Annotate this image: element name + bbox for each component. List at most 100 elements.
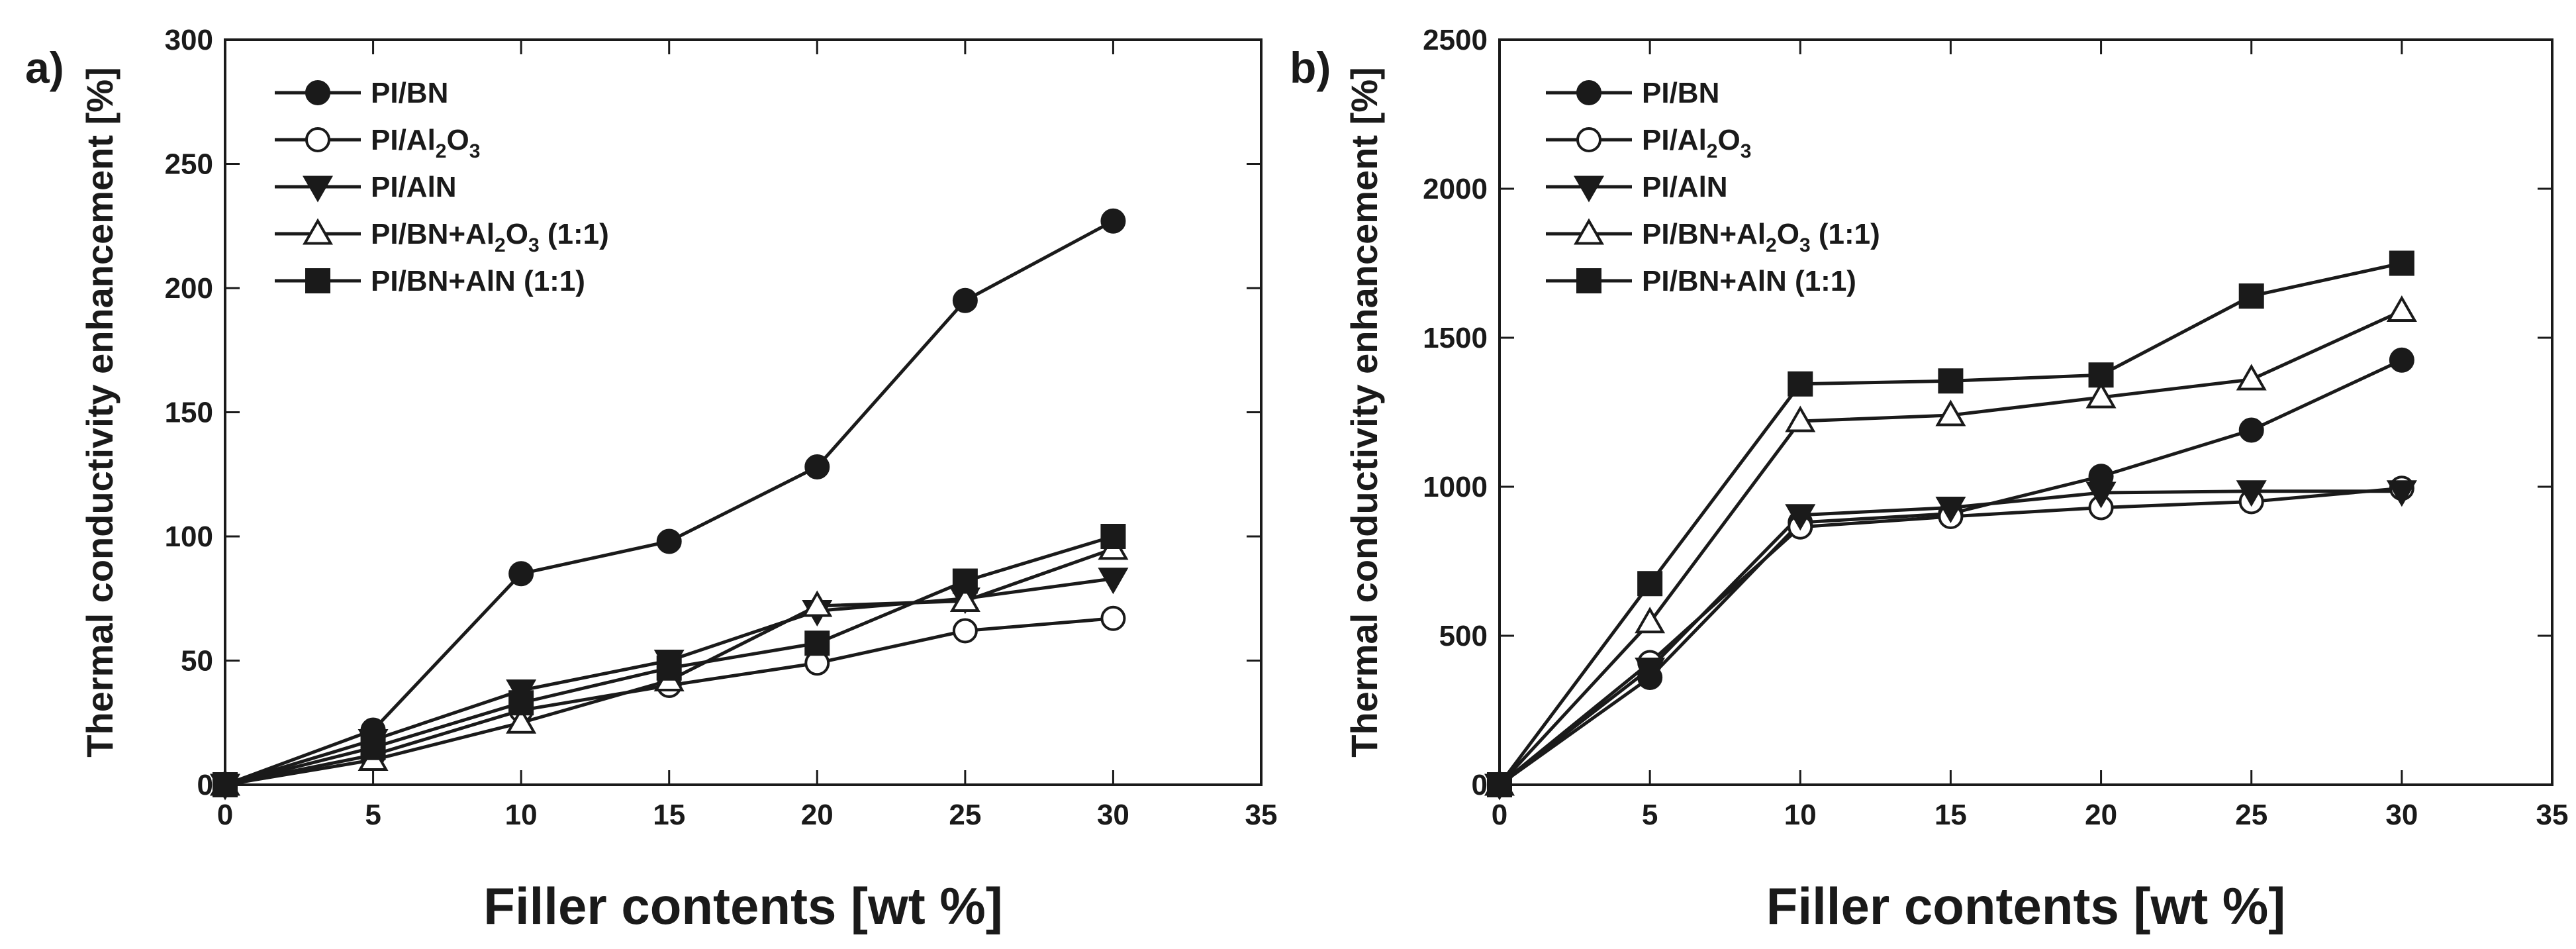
legend-text: O: [446, 124, 469, 156]
data-point-4-2: [508, 690, 534, 716]
legend-text: PI/BN+AlN (1:1): [371, 265, 585, 297]
data-point-4-6: [2389, 250, 2414, 276]
x-tick-label: 20: [2085, 799, 2117, 831]
legend-label: PI/AlN: [1642, 171, 1728, 203]
legend-marker: [1576, 127, 1601, 152]
data-point-4-2: [1788, 371, 1813, 397]
y-tick-label: 0: [197, 769, 213, 801]
legend-subscript: 2: [495, 234, 506, 256]
legend-label: PI/BN+Al2O3 (1:1): [371, 218, 609, 256]
legend-text: PI/AlN: [371, 171, 457, 203]
x-tick-label: 5: [1642, 799, 1658, 831]
x-tick-label: 30: [2385, 799, 2418, 831]
legend-marker: [1576, 80, 1601, 105]
data-point-0-2: [508, 561, 534, 587]
chart-panel-b: 0 5 10 15 20 25 30 35 0 500 1000 1500 2000 2500 Filler…: [1290, 24, 2568, 935]
x-tick-label: 35: [2536, 799, 2569, 831]
data-point-3-1: [1635, 607, 1666, 634]
y-tick-label: 50: [181, 645, 213, 677]
data-point-4-5: [2238, 283, 2264, 309]
data-point-0-5: [2238, 417, 2264, 443]
legend-text: PI/Al: [371, 124, 436, 156]
legend-label: PI/BN: [371, 77, 448, 109]
data-point-0-5: [952, 287, 978, 313]
data-point-4-4: [804, 630, 830, 656]
data-point-1-6: [1100, 605, 1126, 631]
data-point-4-1: [1637, 571, 1663, 597]
data-point-4-6: [1100, 524, 1126, 549]
legend-marker: [1576, 268, 1601, 293]
x-tick-label: 15: [1934, 799, 1967, 831]
legend-marker: [305, 127, 330, 152]
data-point-0-4: [804, 454, 830, 479]
panel-label: b): [1290, 43, 1331, 92]
x-tick-label: 0: [217, 799, 233, 831]
y-axis-title: Thermal conductivity enhancement [%]: [1343, 67, 1385, 757]
y-tick-label: 250: [165, 148, 213, 181]
y-tick-label: 0: [1472, 769, 1488, 801]
x-tick-label: 15: [653, 799, 685, 831]
legend-marker: [305, 268, 330, 293]
legend-subscript: 2: [1707, 140, 1718, 162]
chart-panel-a: 0 5 10 15 20 25 30 35 0 50 100 150 200 250 300 Filler c…: [25, 24, 1277, 935]
legend-marker: [305, 80, 330, 105]
legend-subscript: 3: [469, 140, 481, 162]
data-point-4-5: [952, 568, 978, 594]
data-point-1-5: [952, 618, 978, 644]
data-point-3-2: [506, 707, 537, 734]
x-tick-label: 10: [1784, 799, 1817, 831]
x-tick-label: 30: [1097, 799, 1129, 831]
data-point-0-3: [656, 528, 682, 554]
legend-text: PI/BN+Al: [371, 218, 495, 250]
data-point-2-2: [1785, 504, 1816, 531]
data-point-2-5: [2236, 480, 2267, 507]
y-tick-label: 200: [165, 272, 213, 305]
data-point-3-2: [1785, 405, 1816, 432]
data-point-3-5: [2236, 364, 2267, 391]
y-tick-label: 2500: [1423, 24, 1488, 56]
legend-subscript: 2: [1766, 234, 1777, 256]
data-point-3-4: [802, 590, 833, 617]
data-point-2-3: [1935, 497, 1966, 524]
x-tick-label: 25: [949, 799, 981, 831]
legend-subscript: 3: [1799, 234, 1811, 256]
legend-text: PI/AlN: [1642, 171, 1728, 203]
legend-text: PI/BN: [1642, 77, 1719, 109]
legend-label: PI/BN+AlN (1:1): [371, 265, 585, 297]
legend-marker: [1573, 175, 1605, 203]
legend-text: PI/BN+Al: [1642, 218, 1766, 250]
data-point-3-4: [2085, 381, 2117, 409]
legend-text: (1:1): [1811, 218, 1880, 250]
y-axis-title: Thermal conductivity enhancement [%]: [79, 67, 120, 757]
legend-text: O: [1777, 218, 1799, 250]
data-point-0-6: [1100, 208, 1126, 234]
y-tick-label: 1500: [1423, 322, 1488, 354]
legend-label: PI/BN: [1642, 77, 1719, 109]
legend-text: PI/BN: [371, 77, 448, 109]
data-point-4-3: [1938, 368, 1964, 394]
legend-label: PI/Al2O3: [1642, 124, 1751, 162]
data-point-3-3: [1935, 399, 1966, 426]
data-point-4-1: [360, 734, 386, 760]
plot-frame: [1498, 38, 2553, 786]
data-point-4-0: [1487, 772, 1512, 797]
data-point-2-4: [2085, 481, 2117, 509]
data-point-2-6: [2386, 480, 2417, 507]
legend-text: O: [506, 218, 528, 250]
x-axis-title: Filler contents [wt %]: [1766, 877, 2285, 935]
x-tick-label: 5: [365, 799, 381, 831]
panel-label: a): [25, 43, 64, 92]
legend-text: O: [1717, 124, 1740, 156]
legend-label: PI/BN+AlN (1:1): [1642, 265, 1856, 297]
y-tick-label: 300: [165, 24, 213, 56]
series-line-0: [224, 219, 1114, 787]
legend-text: (1:1): [540, 218, 609, 250]
legend-label: PI/Al2O3: [371, 124, 480, 162]
y-tick-label: 500: [1439, 620, 1488, 652]
legend-text: PI/BN+AlN (1:1): [1642, 265, 1856, 297]
legend-subscript: 2: [436, 140, 447, 162]
legend-label: PI/BN+Al2O3 (1:1): [1642, 218, 1880, 256]
series-line-1: [224, 617, 1114, 787]
legend-text: PI/Al: [1642, 124, 1707, 156]
